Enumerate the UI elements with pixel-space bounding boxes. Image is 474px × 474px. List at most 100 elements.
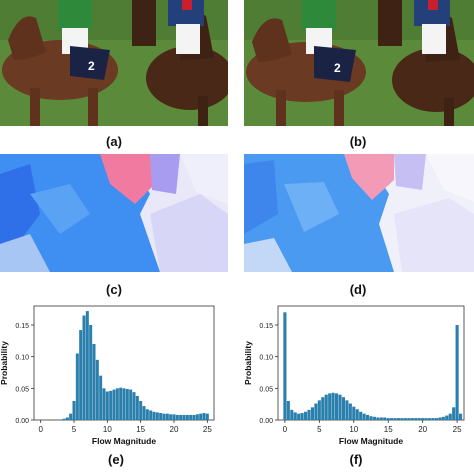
x-tick-label: 15 [136,425,145,434]
y-tick-label: 0.10 [259,355,273,362]
histogram-bar [310,407,314,420]
histogram-bar [366,414,370,420]
histogram-bar [72,401,76,420]
histogram-bar [125,388,129,420]
histogram-e: 0 5 10 15 20 25 0.00 0.05 0.10 0.15 Flow Magnitude… [0,300,230,450]
x-tick-label: 25 [453,425,462,434]
histogram-bar [79,330,83,420]
y-axis-label: Probability [0,341,9,385]
histogram-bar [352,406,356,420]
caption-c: (c) [106,282,122,297]
histogram-bar [459,413,463,420]
histogram-bar [119,387,123,420]
histogram-bar [65,417,69,420]
flow-visualization-d [244,154,474,272]
histogram-bar [132,392,136,420]
histogram-bar [397,418,401,420]
histogram-bar [307,409,311,420]
histogram-bar [195,414,199,420]
histogram-bar [455,325,459,420]
x-tick-label: 5 [72,425,77,434]
histogram-bar [445,415,449,420]
histogram-bar [169,414,173,420]
histogram-bar [152,411,156,420]
x-tick-label: 25 [203,425,212,434]
histogram-bar [290,409,294,420]
histogram-bar [155,412,159,420]
histogram-bar [105,391,109,420]
jockey-number-b: 2 [334,61,341,75]
flow-map-c [0,154,228,272]
x-tick-label: 0 [283,425,288,434]
histogram-bar [328,393,332,420]
histogram-bar [359,411,363,420]
histogram-bar [69,413,73,420]
histogram-bar [331,392,335,420]
histogram-bar [205,413,209,420]
y-tick-label: 0.10 [15,355,29,362]
histogram-bar [95,359,99,420]
histogram-chart-f: 0 5 10 15 20 25 0.00 0.05 0.10 0.15 Flow Magnitude… [243,305,465,446]
y-axis-label: Probability [243,341,253,385]
histogram-bar [145,409,149,420]
caption-b: (b) [349,134,367,149]
x-tick-label: 15 [384,425,393,434]
histogram-bar [314,403,318,420]
histogram-bar [142,406,146,420]
histogram-bar [199,413,203,420]
histogram-bar [149,410,153,420]
x-tick-label: 20 [170,425,179,434]
histogram-bar [431,418,435,420]
histogram-bar [441,416,445,420]
histogram-bar [185,414,189,420]
histogram-bar [338,394,342,420]
histogram-bar [386,418,390,420]
histogram-bar [202,413,206,420]
caption-f: (f) [349,452,363,467]
histogram-bar [424,418,428,420]
x-tick-label: 5 [317,425,322,434]
histogram-bar [369,416,373,420]
horse-race-photo-b: 2 [244,0,474,126]
histogram-bar [122,388,126,420]
histogram-bar [403,418,407,420]
histogram-bar [192,414,196,420]
flow-map-d [244,154,474,272]
horse-race-photo-a: 2 [0,0,228,126]
plot-frame [277,305,465,421]
histogram-bar [135,395,139,420]
x-axis-label: Flow Magnitude [339,436,403,446]
image-a: 2 [0,0,228,126]
caption-e: (e) [108,452,124,467]
histogram-bar [376,417,380,420]
histogram-bar [165,413,169,420]
histogram-bar [379,417,383,420]
histogram-bar [355,409,359,420]
histogram-bar [297,413,301,420]
histogram-bar [362,413,366,420]
histogram-bar [372,416,376,420]
y-tick-label: 0.05 [259,386,273,393]
histogram-bar [139,401,143,420]
histogram-bar [452,407,456,420]
histogram-bar [286,401,290,420]
histogram-bar [92,344,96,420]
histogram-bar [428,418,432,420]
jockey-number-a: 2 [88,59,95,73]
histogram-bar [383,417,387,420]
histogram-bar [321,397,325,420]
x-tick-label: 10 [103,425,112,434]
histogram-bar [438,417,442,420]
histogram-chart-e: 0 5 10 15 20 25 0.00 0.05 0.10 0.15 Flow Magnitude… [0,305,215,446]
histogram-bar [109,390,113,420]
histogram-bar [304,411,308,420]
histogram-bar [414,418,418,420]
histogram-bar [407,418,411,420]
histogram-bar [89,325,93,420]
y-tick-label: 0.00 [259,418,273,425]
histogram-f: 0 5 10 15 20 25 0.00 0.05 0.10 0.15 Flow Magnitude… [240,300,474,450]
histogram-bar [400,418,404,420]
caption-d: (d) [349,282,367,297]
histogram-bar [159,413,163,420]
histogram-bar [175,414,179,420]
